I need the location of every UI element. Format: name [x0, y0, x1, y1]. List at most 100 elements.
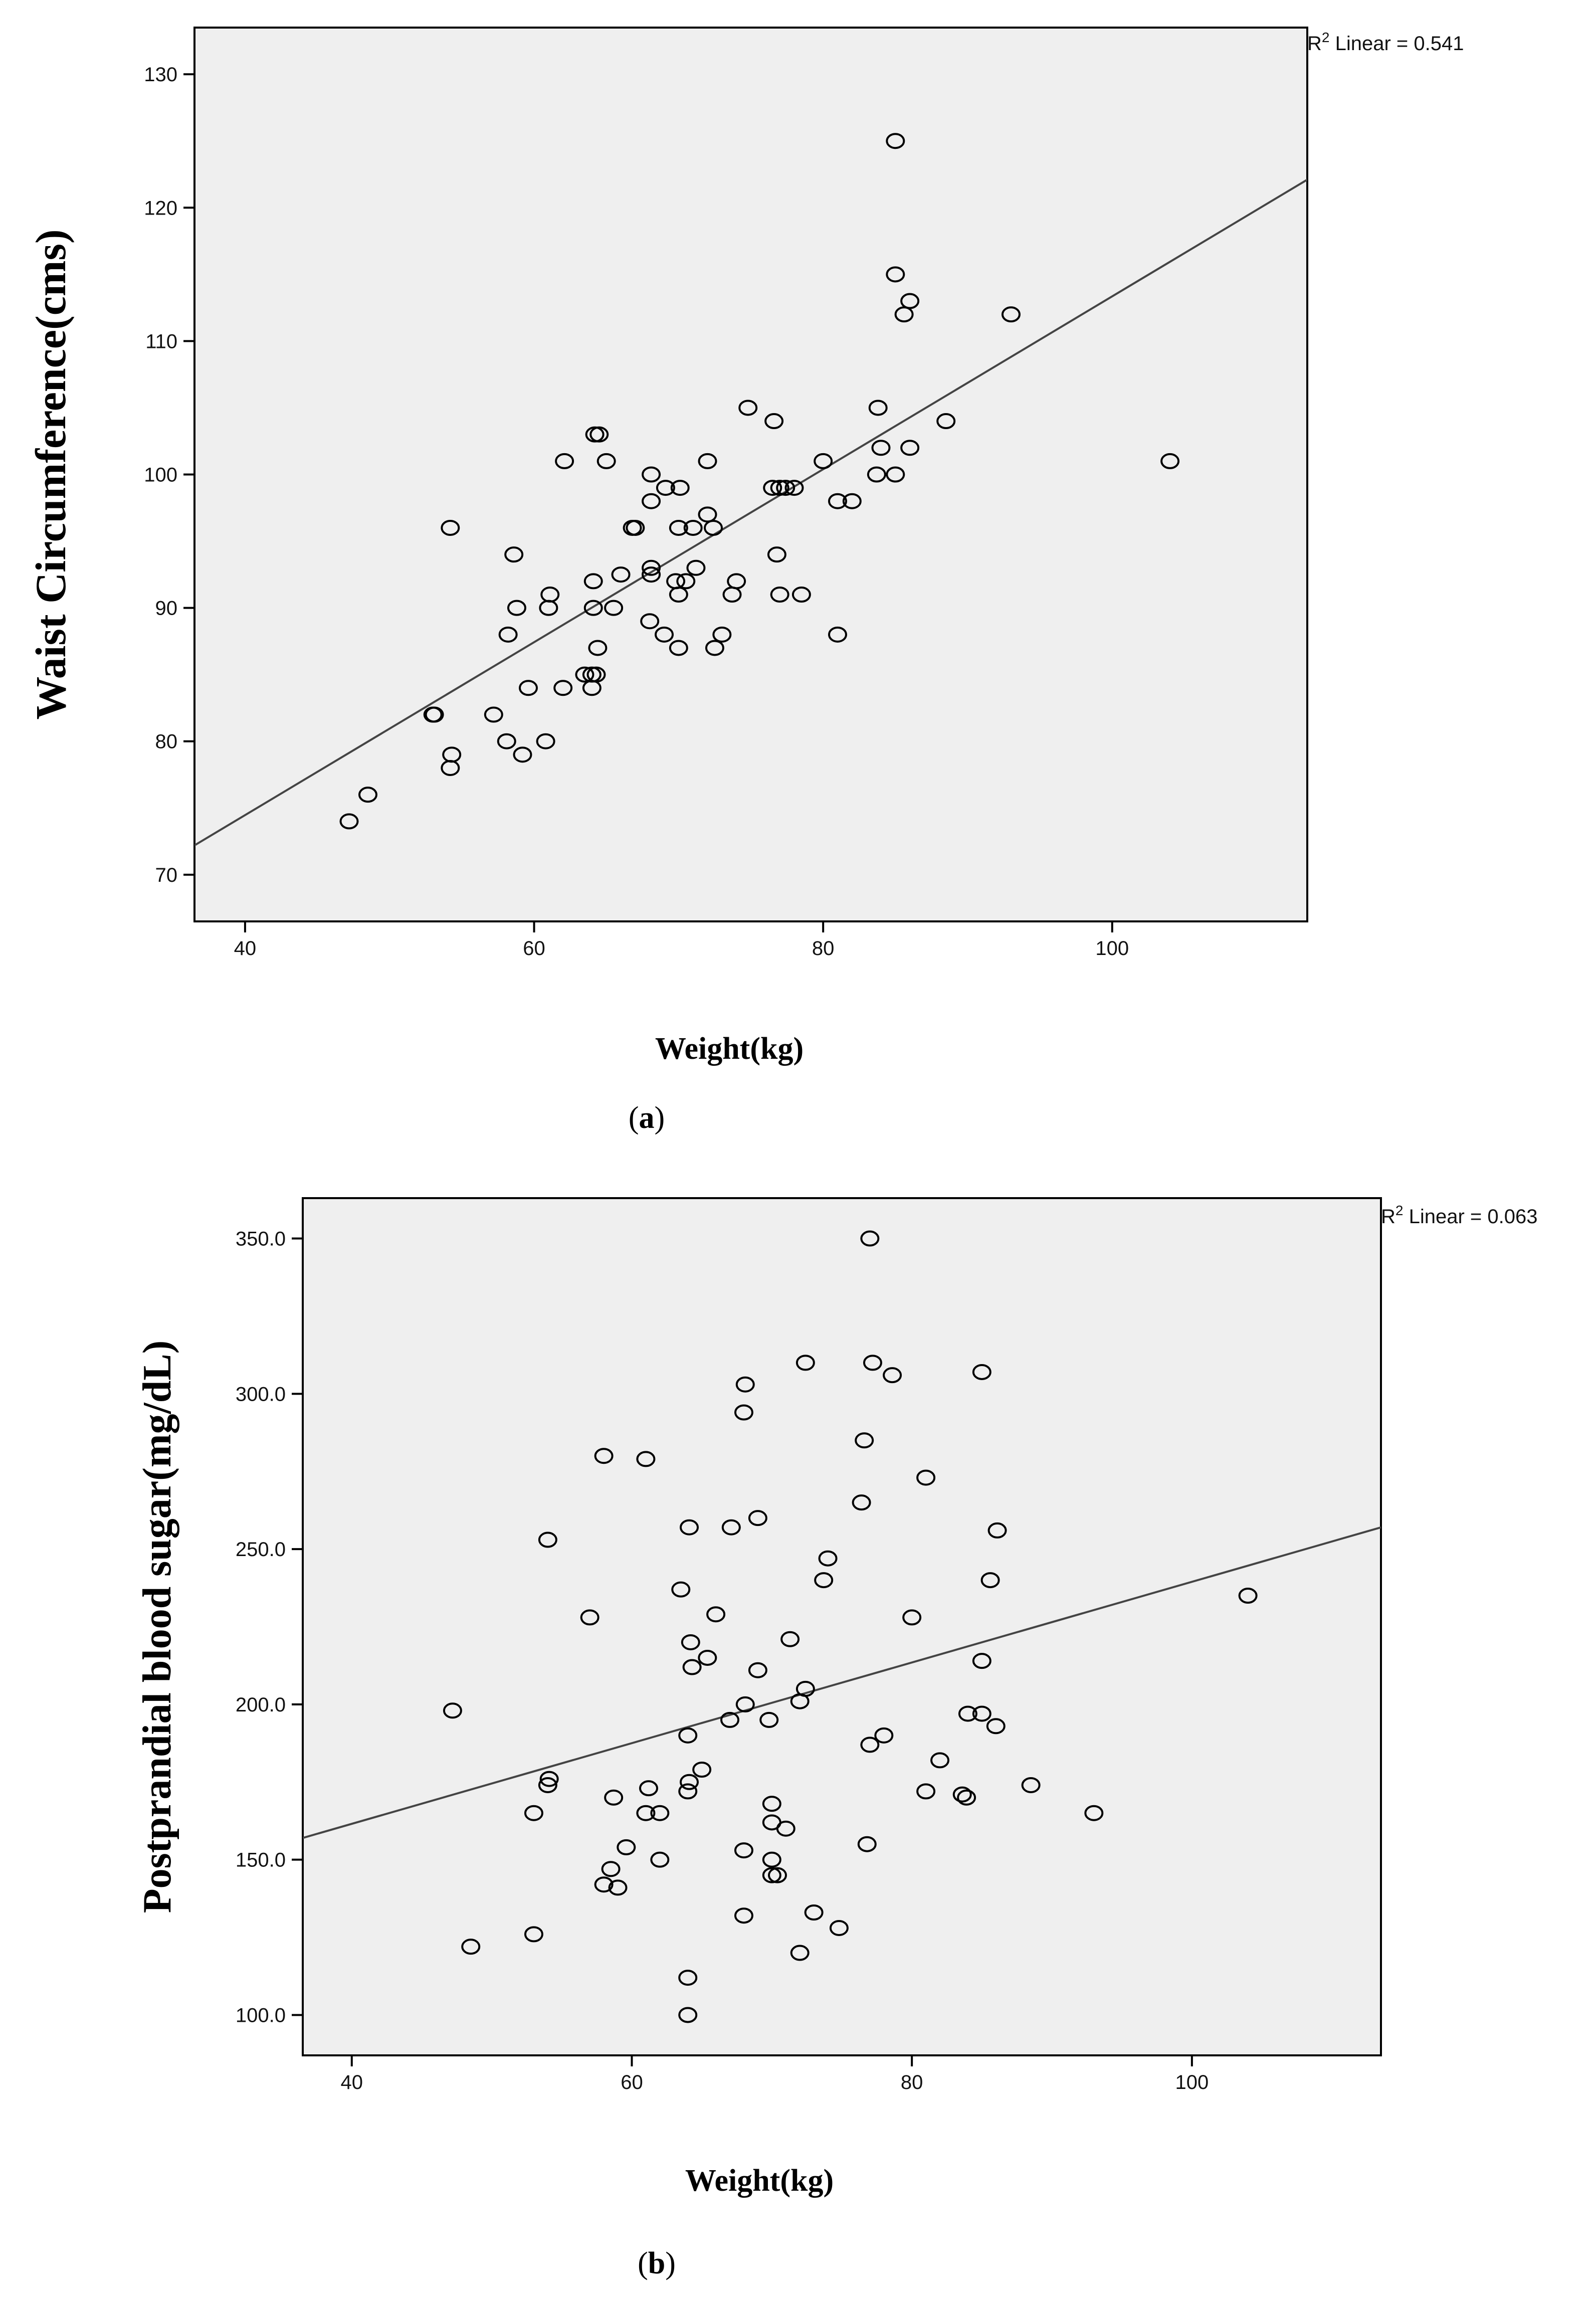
scatter-point	[642, 566, 661, 583]
scatter-point	[764, 413, 784, 430]
scatter-point	[748, 1510, 767, 1526]
x-tick-label: 40	[234, 937, 257, 960]
scatter-point	[930, 1752, 950, 1769]
scatter-point	[886, 266, 905, 283]
scatter-point	[767, 546, 786, 563]
scatter-point	[860, 1737, 880, 1753]
x-tick-label: 80	[812, 937, 835, 960]
data-layer	[194, 133, 1307, 847]
scatter-point	[780, 1631, 800, 1647]
y-tick-label: 70	[155, 864, 178, 886]
scatter-point	[874, 1727, 894, 1744]
scatter-point	[443, 1702, 462, 1719]
scatter-point	[461, 1939, 481, 1955]
scatter-point	[680, 1774, 699, 1790]
scatter-point	[734, 1907, 753, 1924]
scatter-point	[671, 1581, 691, 1598]
scatter-point	[678, 1970, 698, 1986]
scatter-point	[748, 1662, 767, 1678]
scatter-point	[980, 1572, 1000, 1589]
scatter-point	[678, 1783, 698, 1800]
scatter-point	[770, 587, 789, 603]
panel-caption: (a)	[629, 1101, 665, 1135]
panel-caption: (b)	[638, 2246, 676, 2280]
scatter-point	[767, 1867, 787, 1883]
scatter-point	[972, 1364, 991, 1380]
scatter-point	[642, 466, 661, 483]
scatter-point	[759, 1711, 779, 1728]
x-tick-label: 60	[621, 2071, 643, 2093]
scatter-point	[1238, 1588, 1258, 1604]
scatter-point	[504, 546, 524, 563]
x-axis-title: Weight(kg)	[655, 1032, 804, 1066]
scatter-point	[886, 133, 905, 149]
scatter-point	[666, 573, 686, 590]
scatter-point	[692, 1762, 712, 1778]
scatter-point	[586, 666, 606, 683]
scatter-point	[678, 1727, 698, 1744]
scatter-point	[642, 559, 661, 576]
y-tick-label: 130	[144, 64, 177, 86]
scatter-point	[686, 559, 706, 576]
scatter-point	[1021, 1777, 1041, 1793]
y-tick-label: 100.0	[236, 2004, 286, 2026]
scatter-point	[770, 480, 789, 496]
scatter-point	[538, 1777, 557, 1793]
scatter-point	[952, 1786, 972, 1803]
scatter-point	[735, 1376, 755, 1393]
y-tick-label: 200.0	[236, 1694, 286, 1716]
scatter-point	[829, 1920, 849, 1936]
scatter-point	[868, 400, 888, 416]
y-tick-label: 110	[145, 330, 177, 352]
y-tick-label: 80	[155, 731, 178, 753]
y-tick-label: 150.0	[236, 1849, 286, 1871]
panel-a: 40 60 80 100 70 80 90 100 110 120 130 R2 Linear = 0…	[27, 27, 1464, 1135]
scatter-point	[497, 733, 516, 749]
scatter-point	[639, 1780, 658, 1797]
plot-area	[302, 1197, 1382, 2056]
scatter-point	[804, 1904, 824, 1921]
scatter-point	[636, 1805, 656, 1821]
y-tick-label: 350.0	[236, 1228, 286, 1250]
scatter-point	[957, 1789, 976, 1806]
scatter-point	[596, 453, 616, 469]
scatter-point	[536, 733, 555, 749]
scatter-point	[604, 600, 624, 616]
scatter-point	[655, 626, 674, 643]
scatter-point	[828, 493, 847, 509]
scatter-point	[704, 519, 723, 536]
scatter-point	[734, 1842, 753, 1859]
x-tick-label: 100	[1175, 2071, 1209, 2093]
r2-annotation: R2 Linear = 0.063	[1381, 1203, 1537, 1228]
scatter-point	[814, 453, 833, 469]
scatter-point	[762, 1796, 781, 1812]
scatter-point	[762, 1851, 781, 1868]
scatter-point	[626, 519, 645, 536]
x-axis-title: Weight(kg)	[685, 2164, 834, 2198]
y-axis-title: Postprandial blood sugar(mg/dL)	[135, 1341, 179, 1913]
y-tick-label: 90	[155, 598, 178, 620]
scatter-point	[776, 1820, 795, 1837]
y-tick-label: 120	[144, 197, 177, 219]
scatter-point	[790, 1945, 810, 1961]
scatter-point	[442, 746, 462, 763]
scatter-point	[883, 1367, 902, 1384]
scatter-point	[555, 453, 574, 469]
scatter-point	[1001, 306, 1021, 323]
scatter-point	[682, 1659, 702, 1675]
scatter-point	[1084, 1805, 1104, 1821]
y-tick-label: 100	[144, 464, 177, 486]
scatter-point	[589, 426, 609, 443]
r2-annotation: R2 Linear = 0.541	[1307, 30, 1464, 55]
scatter-point	[656, 480, 675, 496]
scatter-point	[583, 600, 603, 616]
scatter-point	[900, 440, 920, 456]
scatter-point	[650, 1805, 670, 1821]
scatter-point	[762, 1867, 781, 1883]
scatter-point	[916, 1469, 936, 1486]
scatter-point	[498, 626, 518, 643]
scatter-point	[670, 480, 690, 496]
scatter-point	[594, 1448, 614, 1464]
scatter-point	[681, 1634, 700, 1650]
